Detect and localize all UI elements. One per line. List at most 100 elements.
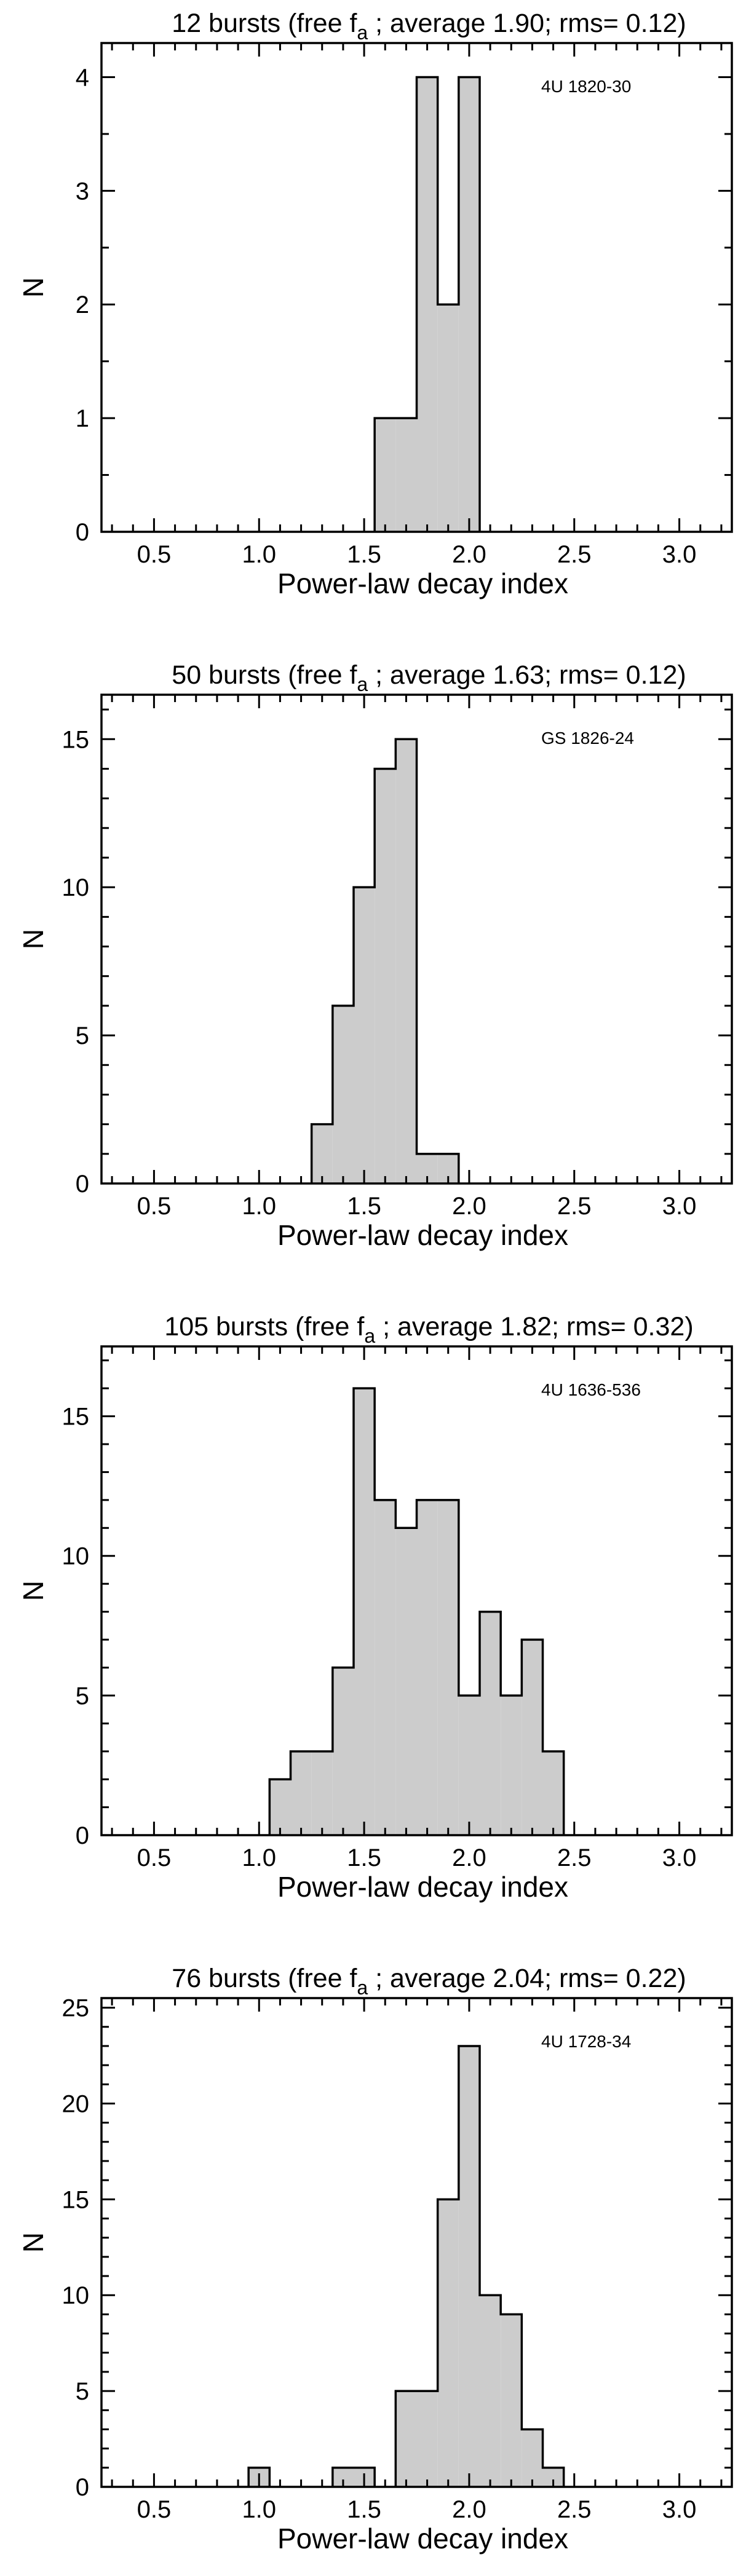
x-tick-label: 0.5 <box>137 1844 172 1871</box>
x-tick-label: 2.5 <box>557 541 592 568</box>
histogram-bar <box>437 1499 459 1835</box>
histogram-bar <box>501 2314 522 2487</box>
panel-title: 105 bursts (free fa ; average 1.82; rms=… <box>164 1312 693 1347</box>
x-tick-label: 0.5 <box>137 2496 172 2523</box>
y-tick-label: 5 <box>76 2378 89 2405</box>
y-tick-label: 10 <box>62 1543 90 1570</box>
plot-frame <box>100 693 733 1185</box>
histogram-bar <box>522 2429 543 2487</box>
histogram-outline <box>373 76 481 532</box>
y-axis: 0 5 10 15 20 25 N <box>17 1995 732 2501</box>
histogram-bar <box>269 1779 291 1835</box>
title-subscript: a <box>364 1325 375 1347</box>
y-tick-label: 5 <box>76 1022 89 1049</box>
x-tick-label: 2.0 <box>452 1193 486 1220</box>
histogram-bar <box>480 1611 501 1835</box>
y-tick-label: 15 <box>62 2186 90 2213</box>
x-axis-label: Power-law decay index <box>277 567 568 599</box>
x-axis-label: Power-law decay index <box>277 1871 568 1903</box>
title-subscript: a <box>357 1977 368 1999</box>
histogram-outline <box>310 738 460 1183</box>
y-tick-label: 10 <box>62 874 90 901</box>
histogram-bars <box>375 77 480 532</box>
histogram-panel-1: 12 bursts (free fa ; average 1.90; rms= … <box>17 9 733 599</box>
y-tick-label: 1 <box>76 405 89 432</box>
y-tick-label: 5 <box>76 1683 89 1710</box>
x-tick-label: 0.5 <box>137 1193 172 1220</box>
histogram-bar <box>522 1640 543 1835</box>
x-tick-label: 2.0 <box>452 2496 486 2523</box>
title-text: 50 bursts (free f <box>172 660 357 690</box>
y-tick-label: 15 <box>62 1404 90 1431</box>
histogram-bar <box>458 77 480 532</box>
x-tick-label: 3.0 <box>662 1844 697 1871</box>
source-annotation: 4U 1636-536 <box>541 1380 641 1399</box>
histogram-panel-4: 76 bursts (free fa ; average 2.04; rms= … <box>17 1964 733 2554</box>
x-tick-label: 2.5 <box>557 2496 592 2523</box>
y-tick-label: 2 <box>76 291 89 318</box>
histogram-bar <box>416 2391 438 2487</box>
histogram-bars <box>311 739 459 1183</box>
y-axis-label: N <box>17 1581 49 1601</box>
title-text: 12 bursts (free f <box>172 9 357 38</box>
x-axis: 0.5 1.0 1.5 2.0 2.5 3.0 Power-law decay index <box>111 43 723 599</box>
histogram-outline <box>247 2045 565 2487</box>
x-tick-label: 2.5 <box>557 1844 592 1871</box>
y-tick-label: 20 <box>62 2090 90 2117</box>
title-text-rest: ; average 1.90; rms= 0.12) <box>368 9 686 38</box>
x-tick-label: 1.0 <box>242 541 276 568</box>
histogram-bar <box>542 1751 564 1835</box>
histogram-bar <box>437 2199 459 2487</box>
x-axis: 0.5 1.0 1.5 2.0 2.5 3.0 Power-law decay index <box>111 695 723 1251</box>
x-tick-label: 1.0 <box>242 1844 276 1871</box>
histogram-bars <box>248 2045 564 2487</box>
histogram-bar <box>480 2295 501 2487</box>
histogram-bar <box>332 1005 354 1183</box>
histogram-bar <box>375 768 396 1183</box>
histogram-outline <box>268 1387 565 1835</box>
histogram-bar <box>290 1751 312 1835</box>
histogram-bar <box>416 1499 438 1835</box>
title-text-rest: ; average 1.82; rms= 0.32) <box>375 1312 693 1341</box>
x-tick-label: 1.5 <box>347 1844 381 1871</box>
histogram-bar <box>332 1667 354 1835</box>
x-axis-label: Power-law decay index <box>277 1219 568 1251</box>
histogram-bar <box>375 1499 396 1835</box>
histogram-bar <box>311 1751 333 1835</box>
y-tick-label: 15 <box>62 726 90 753</box>
y-axis-label: N <box>17 929 49 949</box>
y-axis: 0 1 2 3 4 N <box>17 64 732 546</box>
x-tick-label: 1.0 <box>242 1193 276 1220</box>
y-axis-label: N <box>17 277 49 298</box>
x-tick-label: 2.0 <box>452 1844 486 1871</box>
panel-title: 12 bursts (free fa ; average 1.90; rms= … <box>172 9 686 44</box>
y-tick-label: 0 <box>76 519 89 546</box>
plot-frame <box>100 42 733 533</box>
histogram-bar <box>311 1124 333 1183</box>
y-tick-label: 10 <box>62 2282 90 2309</box>
title-subscript: a <box>357 673 368 695</box>
y-tick-label: 0 <box>76 1822 89 1849</box>
x-axis: 0.5 1.0 1.5 2.0 2.5 3.0 Power-law decay index <box>111 1346 723 1903</box>
histogram-bar <box>501 1695 522 1835</box>
histogram-bar <box>437 304 459 532</box>
source-annotation: 4U 1728-34 <box>541 2032 631 2051</box>
panel-title: 50 bursts (free fa ; average 1.63; rms= … <box>172 660 686 695</box>
histogram-bar <box>375 418 396 532</box>
x-tick-label: 1.5 <box>347 1193 381 1220</box>
x-tick-label: 2.5 <box>557 1193 592 1220</box>
y-tick-label: 3 <box>76 178 89 205</box>
histogram-bar <box>395 2391 417 2487</box>
title-text-rest: ; average 2.04; rms= 0.22) <box>368 1964 686 1993</box>
x-tick-label: 1.0 <box>242 2496 276 2523</box>
x-tick-label: 1.5 <box>347 541 381 568</box>
source-annotation: 4U 1820-30 <box>541 77 631 96</box>
y-axis-label: N <box>17 2232 49 2253</box>
y-axis: 0 5 10 15 N <box>17 708 732 1198</box>
histogram-panel-2: 50 bursts (free fa ; average 1.63; rms= … <box>17 660 733 1251</box>
title-text-rest: ; average 1.63; rms= 0.12) <box>368 660 686 690</box>
histogram-bar <box>416 77 438 532</box>
x-tick-label: 2.0 <box>452 541 486 568</box>
y-tick-label: 25 <box>62 1995 90 2022</box>
